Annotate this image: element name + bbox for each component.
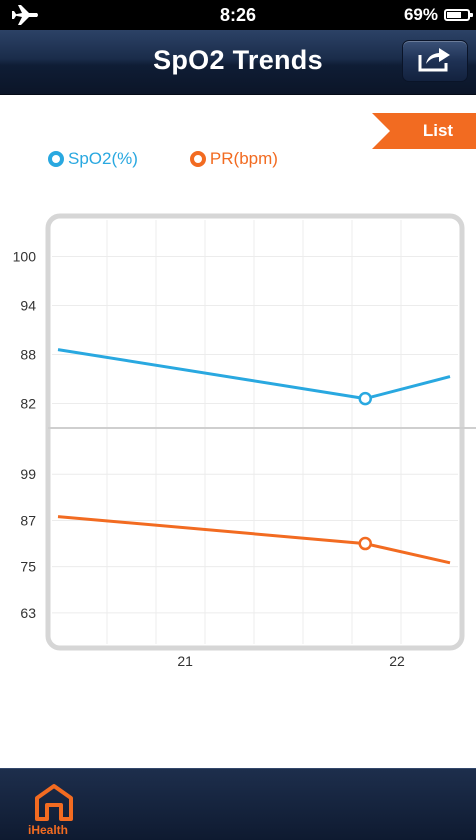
y-tick-label: 63: [20, 605, 36, 621]
tab-bar: iHealth: [0, 768, 476, 840]
nav-bar: SpO2 Trends: [0, 30, 476, 95]
data-point-marker: [358, 536, 372, 551]
legend-item-pr: PR(bpm): [189, 149, 278, 169]
y-tick-label: 94: [20, 298, 36, 314]
y-tick-label: 88: [20, 347, 36, 363]
share-icon: [416, 45, 454, 78]
legend-item-spo2: SpO2(%): [48, 149, 138, 169]
battery-percent: 69%: [403, 5, 438, 24]
x-tick-label: 21: [177, 653, 193, 669]
legend-label-spo2: SpO2(%): [68, 149, 138, 168]
y-tick-label: 75: [20, 559, 36, 575]
chart-frame: [45, 213, 465, 651]
chart-legend: SpO2(%) PR(bpm): [48, 148, 330, 170]
legend-label-pr: PR(bpm): [209, 149, 278, 168]
airplane-icon: [10, 4, 40, 26]
battery-status: 69%: [403, 5, 473, 25]
legend-marker-pr: [189, 151, 206, 167]
tab-ihealth-label: iHealth: [28, 823, 69, 837]
y-tick-label: 100: [13, 249, 37, 265]
list-button[interactable]: List: [372, 113, 476, 149]
y-tick-label: 87: [20, 512, 36, 528]
list-button-label: List: [422, 121, 454, 140]
page-title: SpO2 Trends: [153, 45, 323, 75]
home-icon: [34, 783, 74, 826]
battery-fill: [447, 12, 461, 18]
x-tick-label: 22: [389, 653, 405, 669]
battery-icon: [444, 9, 473, 21]
trend-chart[interactable]: 100 94 88 82 99 87 75 63 21 22: [0, 200, 476, 680]
status-time: 8:26: [219, 5, 257, 25]
tab-ihealth[interactable]: iHealth: [14, 777, 94, 837]
legend-marker-spo2: [48, 151, 64, 167]
data-point-marker: [358, 391, 372, 406]
y-tick-label: 99: [20, 466, 36, 482]
y-tick-label: 82: [20, 396, 36, 412]
share-button[interactable]: [402, 40, 468, 82]
status-bar: 8:26 69%: [0, 0, 476, 30]
